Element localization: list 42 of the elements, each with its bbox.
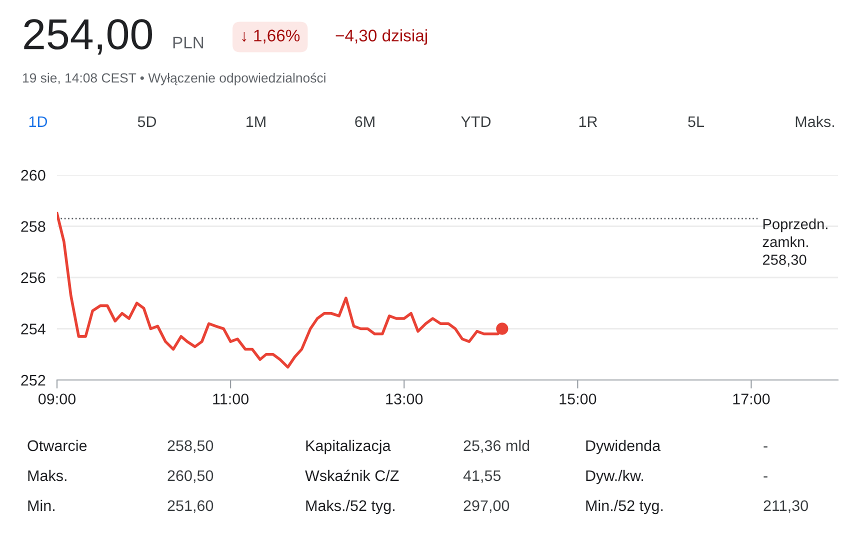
text: 1M: [246, 116, 266, 127]
x-tick-label: 09:00: [38, 394, 76, 404]
y-tick-label: 256: [21, 272, 46, 284]
text: Min./52 tyg.: [586, 500, 663, 514]
y-tick-label: 258: [21, 221, 46, 232]
text: 211,30: [764, 500, 808, 513]
chart-title: 254,00: [24, 19, 152, 55]
text: 258,50: [168, 440, 214, 453]
text: 25,36 mld: [464, 440, 530, 453]
text: Dyw./kw.: [586, 470, 644, 484]
text: YTD: [461, 116, 491, 127]
x-tick-label: 17:00: [733, 394, 770, 404]
text: 5L: [688, 116, 704, 128]
y-tick-label: 260: [21, 170, 46, 181]
text: 251,60: [168, 500, 214, 513]
text: 1R: [579, 116, 598, 127]
y-tick-label: 252: [21, 374, 46, 386]
text: 5D: [138, 116, 156, 128]
text: Wskaźnik C/Z: [305, 470, 399, 482]
chart-subtitle: 19 sie, 14:08 CEST • Wyłączenie odpowiedzialności: [23, 72, 326, 86]
text: 6M: [355, 116, 374, 128]
x-tick-label: 15:00: [560, 394, 596, 404]
text: 41,55: [463, 470, 501, 483]
text: Kapitalizacja: [306, 440, 391, 454]
text: Maks.: [28, 470, 66, 482]
text: Otwarcie: [28, 440, 87, 452]
text: PLN: [173, 36, 204, 48]
text: 1D: [29, 116, 48, 127]
text: Dywidenda: [586, 440, 661, 454]
text: −4,30 dzisiaj: [336, 29, 427, 45]
text: Maks./52 tyg.: [306, 500, 394, 514]
text: -: [764, 476, 768, 478]
text: Maks.: [796, 116, 834, 128]
x-tick-label: 11:00: [213, 394, 249, 404]
text: 260,50: [168, 470, 214, 483]
text: -: [764, 446, 768, 448]
ref-line-label: Poprzedn. zamkn. 258,30: [762, 218, 828, 267]
text: Min.: [28, 500, 54, 511]
y-tick-label: 254: [21, 324, 46, 334]
text: 297,00: [464, 500, 510, 513]
text: ↓ 1,66%: [242, 30, 300, 44]
x-tick-label: 13:00: [386, 394, 423, 404]
